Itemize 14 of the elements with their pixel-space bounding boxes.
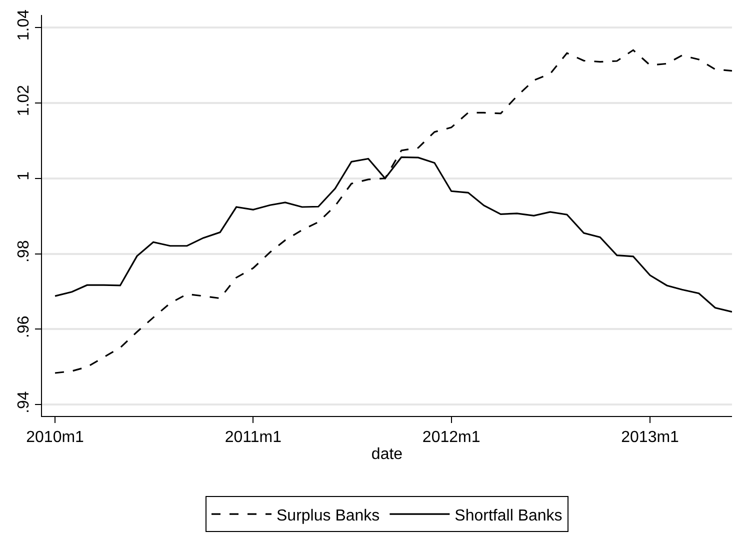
y-tick-label: 1.02 <box>16 84 33 116</box>
y-tick-label: 1.04 <box>16 9 33 41</box>
x-tick-label: 2012m1 <box>422 429 480 446</box>
line-series <box>54 49 732 374</box>
x-axis-title: date <box>371 446 403 463</box>
x-tick-label: 2013m1 <box>621 429 680 446</box>
y-tick-label: .98 <box>16 240 33 263</box>
x-tick-label: 2011m1 <box>224 429 282 446</box>
y-tick-label: .96 <box>16 316 33 338</box>
x-tick-label: 2010m1 <box>26 429 84 446</box>
y-tick-label: .94 <box>16 391 33 414</box>
legend-label: Surplus Banks <box>276 507 380 524</box>
legend-label: Shortfall Banks <box>454 507 562 524</box>
y-tick-label: 1 <box>16 171 33 180</box>
